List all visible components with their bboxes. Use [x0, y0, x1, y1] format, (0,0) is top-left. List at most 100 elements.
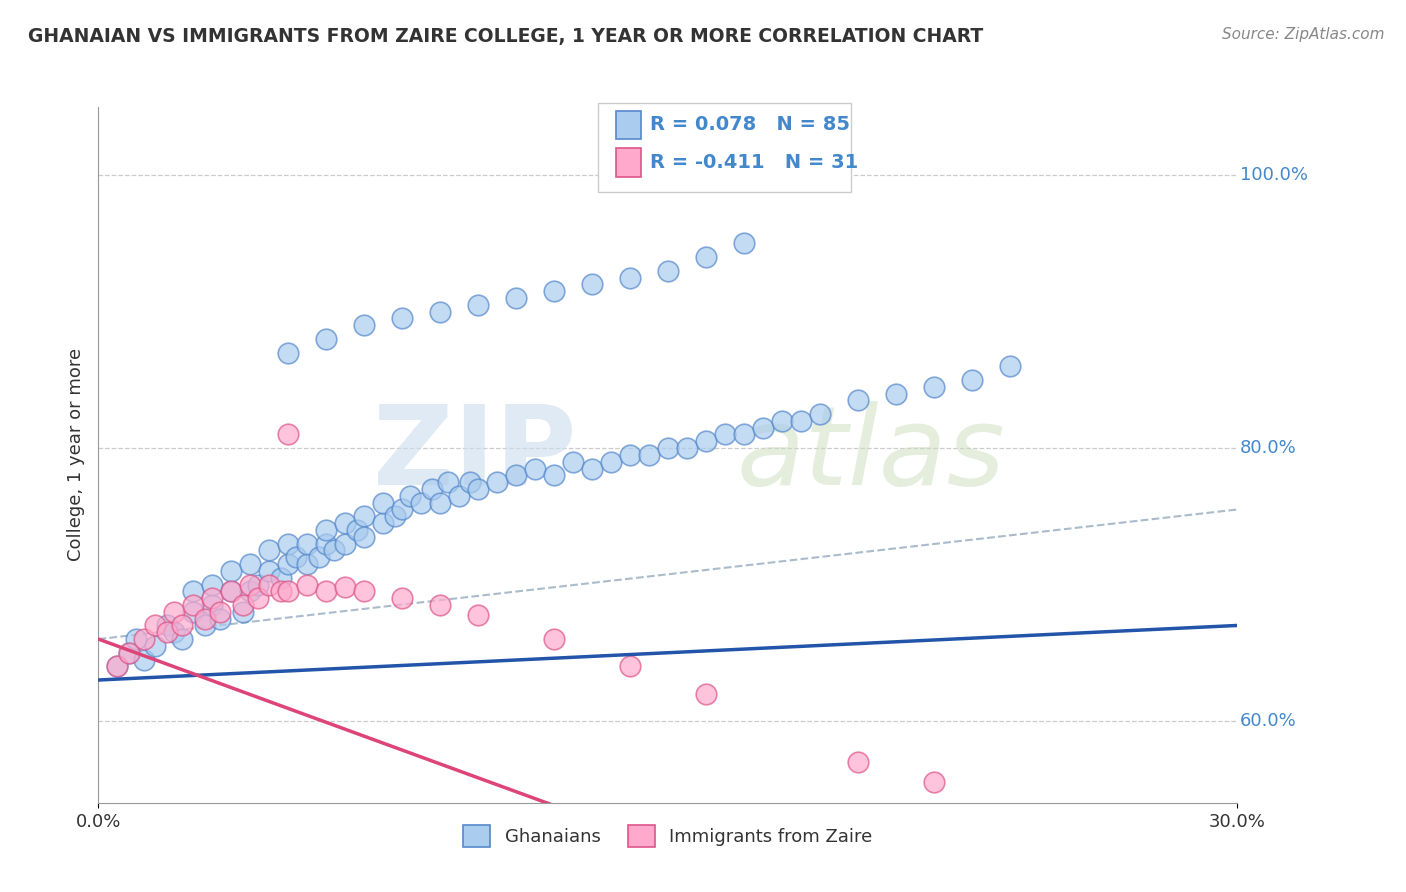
Point	[581, 461, 603, 475]
Point	[183, 605, 205, 619]
Point	[922, 775, 945, 789]
Point	[998, 359, 1021, 374]
Point	[335, 536, 357, 550]
Text: atlas: atlas	[737, 401, 1005, 508]
Point	[505, 468, 527, 483]
Point	[429, 496, 451, 510]
Point	[695, 434, 717, 449]
Point	[657, 441, 679, 455]
Point	[335, 580, 357, 594]
Point	[695, 250, 717, 264]
Point	[277, 557, 299, 571]
Point	[543, 468, 565, 483]
Point	[391, 311, 413, 326]
Point	[132, 632, 155, 646]
Point	[270, 571, 292, 585]
Point	[145, 639, 167, 653]
Point	[562, 455, 585, 469]
Point	[315, 536, 337, 550]
Point	[391, 591, 413, 606]
Text: Source: ZipAtlas.com: Source: ZipAtlas.com	[1222, 27, 1385, 42]
Point	[505, 291, 527, 305]
Point	[118, 646, 141, 660]
Point	[315, 332, 337, 346]
Point	[884, 386, 907, 401]
Text: R = 0.078   N = 85: R = 0.078 N = 85	[650, 115, 849, 135]
Point	[201, 591, 224, 606]
Point	[277, 584, 299, 599]
Point	[353, 318, 375, 333]
Point	[259, 577, 281, 591]
Point	[232, 598, 254, 612]
Point	[657, 264, 679, 278]
Point	[676, 441, 699, 455]
Point	[118, 646, 141, 660]
Point	[183, 584, 205, 599]
Point	[960, 373, 983, 387]
Point	[277, 345, 299, 359]
Point	[467, 607, 489, 622]
Point	[246, 577, 269, 591]
Point	[346, 523, 368, 537]
Point	[194, 618, 217, 632]
Point	[398, 489, 420, 503]
Point	[107, 659, 129, 673]
Point	[239, 557, 262, 571]
Point	[353, 509, 375, 524]
Point	[277, 536, 299, 550]
Point	[315, 584, 337, 599]
Point	[259, 564, 281, 578]
Point	[600, 455, 623, 469]
Point	[125, 632, 148, 646]
Point	[436, 475, 458, 490]
Point	[422, 482, 444, 496]
Text: 80.0%: 80.0%	[1240, 439, 1296, 457]
Point	[132, 652, 155, 666]
Point	[259, 543, 281, 558]
Point	[467, 298, 489, 312]
Point	[208, 605, 231, 619]
Point	[322, 543, 344, 558]
Point	[353, 530, 375, 544]
Point	[156, 625, 179, 640]
Point	[467, 482, 489, 496]
Point	[846, 393, 869, 408]
Point	[221, 584, 243, 599]
Point	[384, 509, 406, 524]
Point	[170, 618, 193, 632]
Point	[156, 618, 179, 632]
Point	[638, 448, 661, 462]
Point	[391, 502, 413, 516]
Point	[208, 612, 231, 626]
Point	[790, 414, 813, 428]
Point	[733, 427, 755, 442]
Point	[411, 496, 433, 510]
Point	[581, 277, 603, 292]
Point	[460, 475, 482, 490]
Point	[239, 584, 262, 599]
Point	[308, 550, 330, 565]
Text: GHANAIAN VS IMMIGRANTS FROM ZAIRE COLLEGE, 1 YEAR OR MORE CORRELATION CHART: GHANAIAN VS IMMIGRANTS FROM ZAIRE COLLEG…	[28, 27, 983, 45]
Legend: Ghanaians, Immigrants from Zaire: Ghanaians, Immigrants from Zaire	[454, 816, 882, 856]
Point	[543, 632, 565, 646]
Point	[353, 584, 375, 599]
Point	[752, 420, 775, 434]
Point	[284, 550, 307, 565]
Point	[808, 407, 831, 421]
Point	[486, 475, 509, 490]
Point	[163, 625, 186, 640]
Point	[371, 516, 394, 530]
Point	[201, 598, 224, 612]
Point	[270, 584, 292, 599]
Point	[371, 496, 394, 510]
Point	[733, 236, 755, 251]
Point	[297, 577, 319, 591]
Point	[170, 632, 193, 646]
Point	[107, 659, 129, 673]
Text: 60.0%: 60.0%	[1240, 712, 1296, 730]
Point	[145, 618, 167, 632]
Point	[449, 489, 471, 503]
Y-axis label: College, 1 year or more: College, 1 year or more	[66, 349, 84, 561]
Point	[246, 591, 269, 606]
Point	[297, 557, 319, 571]
